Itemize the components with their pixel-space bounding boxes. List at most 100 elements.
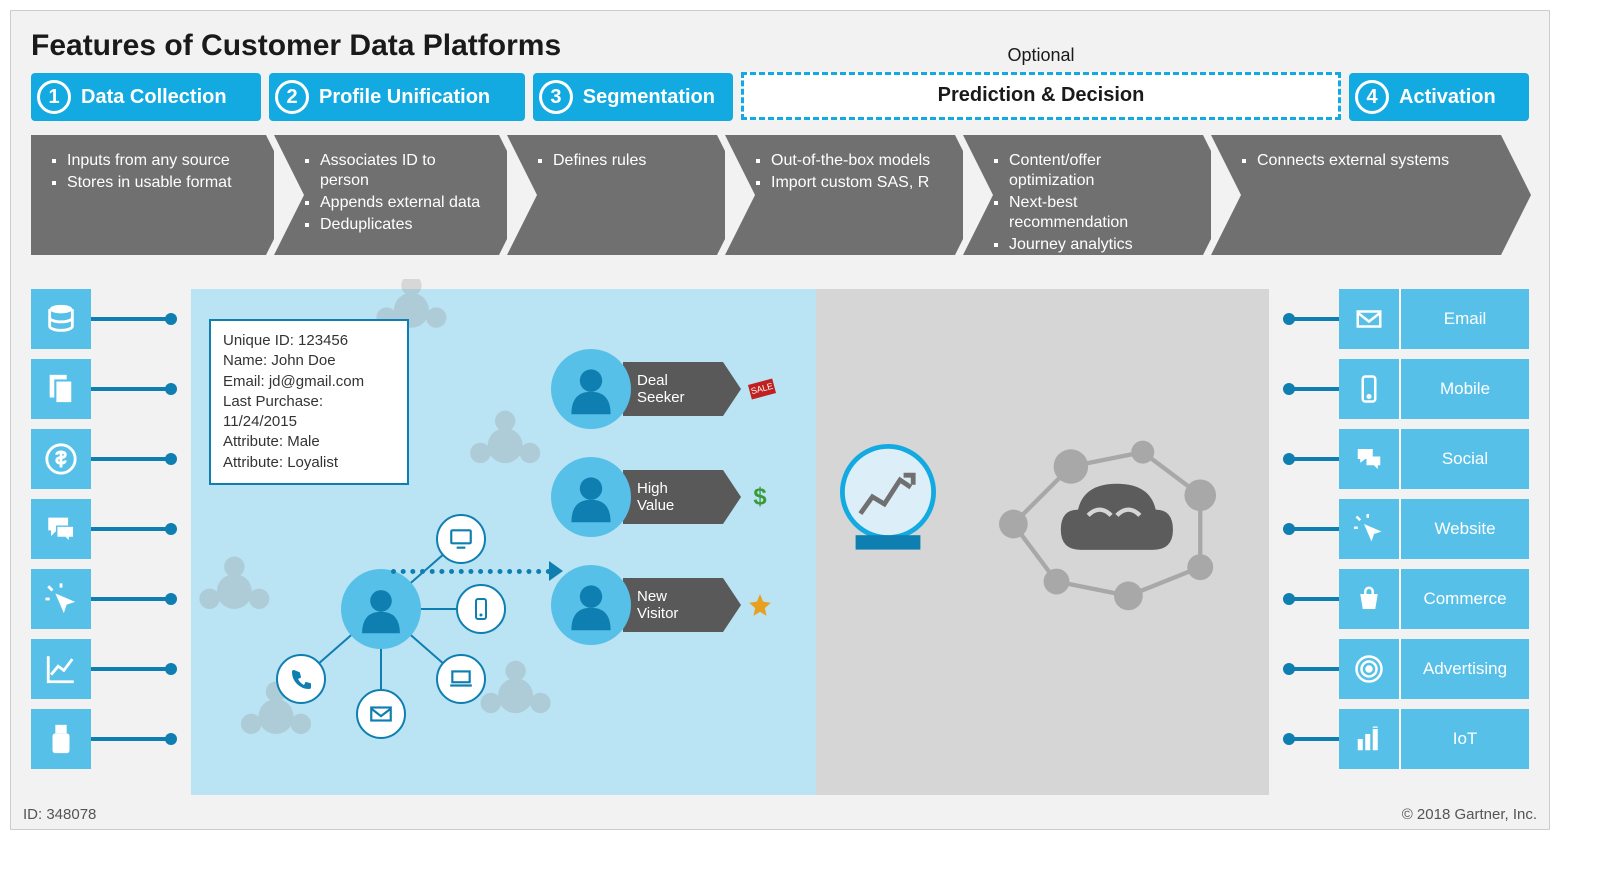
chevron-1: Associates ID to personAppends external …	[274, 135, 499, 255]
persona-deal-seeker: DealSeeker SALE	[551, 349, 781, 429]
persona-avatar-icon	[551, 565, 631, 645]
website-icon	[1339, 499, 1399, 559]
click-icon	[31, 569, 91, 629]
stage-2: 2 Profile Unification	[269, 73, 525, 121]
main-canvas-area: Unique ID: 123456 Name: John Doe Email: …	[31, 289, 1529, 795]
flow-arrow	[391, 569, 551, 575]
commerce-icon	[1339, 569, 1399, 629]
source-icons-column	[31, 289, 171, 779]
source-chat-icon	[31, 499, 171, 559]
stage-3: 3 Segmentation	[533, 73, 733, 121]
chevron-item: Journey analytics	[1009, 235, 1189, 255]
analytics-icon	[31, 639, 91, 699]
channel-label: Commerce	[1399, 569, 1529, 629]
channel-icons-column: Email Mobile Social Website Commerce Advertis…	[1289, 289, 1529, 779]
profile-purchase: Last Purchase: 11/24/2015	[223, 392, 395, 433]
persona-avatar-icon	[551, 457, 631, 537]
laptop-icon	[436, 654, 486, 704]
profile-attr2: Attribute: Loyalist	[223, 453, 395, 473]
persona-tag: DealSeeker	[623, 362, 723, 416]
chevron-5: Connects external systems	[1211, 135, 1501, 255]
footer-copyright: © 2018 Gartner, Inc.	[1402, 806, 1537, 823]
monitor-icon	[436, 514, 486, 564]
chevron-item: Out-of-the-box models	[771, 151, 941, 171]
optional-label: Prediction & Decision	[741, 72, 1341, 120]
social-icon	[1339, 429, 1399, 489]
canvas: Unique ID: 123456 Name: John Doe Email: …	[191, 289, 1269, 795]
usb-icon	[31, 709, 91, 769]
stages-row: 1 Data Collection 2 Profile Unification …	[11, 73, 1549, 121]
smartphone-icon	[456, 584, 506, 634]
identity-hub	[251, 479, 511, 739]
connector	[91, 317, 171, 321]
stage-4: 4 Activation	[1349, 73, 1529, 121]
persona-badge-sale-icon: SALE	[747, 374, 777, 404]
connector	[91, 527, 171, 531]
chevron-item: Import custom SAS, R	[771, 173, 941, 193]
persona-new-visitor: NewVisitor	[551, 565, 781, 645]
profile-name: Name: John Doe	[223, 351, 395, 371]
stage-3-label: Segmentation	[583, 86, 715, 109]
footer-id: ID: 348078	[23, 806, 96, 823]
connector	[91, 457, 171, 461]
persona-column: DealSeeker SALE HighValue$ NewVisitor	[551, 349, 781, 673]
channel-label: Mobile	[1399, 359, 1529, 419]
persona-avatar-icon	[551, 349, 631, 429]
channel-social-icon: Social	[1289, 429, 1529, 489]
chevron-item: Inputs from any source	[67, 151, 252, 171]
stage-1-num: 1	[37, 80, 71, 114]
chevron-item: Deduplicates	[320, 215, 485, 235]
envelope-icon	[356, 689, 406, 739]
stage-3-num: 3	[539, 80, 573, 114]
connector	[1289, 667, 1339, 671]
diagram-frame: Features of Customer Data Platforms 1 Da…	[10, 10, 1550, 830]
channel-website-icon: Website	[1289, 499, 1529, 559]
channel-label: Website	[1399, 499, 1529, 559]
chevron-item: Connects external systems	[1257, 151, 1487, 171]
chevron-row: Inputs from any sourceStores in usable f…	[31, 135, 1529, 255]
currency-icon	[31, 429, 91, 489]
profile-email: Email: jd@gmail.com	[223, 372, 395, 392]
advertising-icon	[1339, 639, 1399, 699]
profile-id: Unique ID: 123456	[223, 331, 395, 351]
connector	[1289, 527, 1339, 531]
chevron-item: Next-best recommendation	[1009, 193, 1189, 233]
connector	[1289, 597, 1339, 601]
stage-1-label: Data Collection	[81, 86, 227, 109]
stage-2-label: Profile Unification	[319, 86, 490, 109]
chevron-3: Out-of-the-box modelsImport custom SAS, …	[725, 135, 955, 255]
connector	[91, 737, 171, 741]
stage-2-num: 2	[275, 80, 309, 114]
persona-tag: NewVisitor	[623, 578, 723, 632]
channel-label: Email	[1399, 289, 1529, 349]
stage-4-label: Activation	[1399, 86, 1496, 109]
hub-person-icon	[341, 569, 421, 649]
source-documents-icon	[31, 359, 171, 419]
chevron-item: Stores in usable format	[67, 173, 252, 193]
source-database-icon	[31, 289, 171, 349]
source-currency-icon	[31, 429, 171, 489]
persona-tag: HighValue	[623, 470, 723, 524]
channel-label: Advertising	[1399, 639, 1529, 699]
prediction-area	[816, 289, 1269, 795]
connector	[91, 667, 171, 671]
connector	[1289, 737, 1339, 741]
chevron-4: Content/offer optimizationNext-best reco…	[963, 135, 1203, 255]
chevron-item: Appends external data	[320, 193, 485, 213]
persona-high-value: HighValue$	[551, 457, 781, 537]
channel-commerce-icon: Commerce	[1289, 569, 1529, 629]
connector	[91, 597, 171, 601]
connector	[91, 387, 171, 391]
channel-iot-icon: IoT	[1289, 709, 1529, 769]
documents-icon	[31, 359, 91, 419]
phone-icon	[276, 654, 326, 704]
channel-email-icon: Email	[1289, 289, 1529, 349]
profile-card: Unique ID: 123456 Name: John Doe Email: …	[209, 319, 409, 485]
connector	[1289, 387, 1339, 391]
brain-network-icon	[969, 409, 1259, 639]
crystal-ball-icon	[834, 439, 954, 569]
optional-stage: Optional Prediction & Decision	[741, 45, 1341, 120]
stage-4-num: 4	[1355, 80, 1389, 114]
source-click-icon	[31, 569, 171, 629]
source-analytics-icon	[31, 639, 171, 699]
